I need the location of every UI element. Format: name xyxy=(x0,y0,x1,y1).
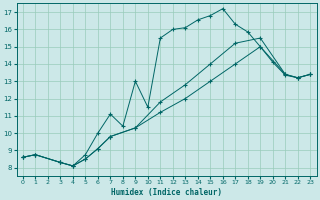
X-axis label: Humidex (Indice chaleur): Humidex (Indice chaleur) xyxy=(111,188,222,197)
